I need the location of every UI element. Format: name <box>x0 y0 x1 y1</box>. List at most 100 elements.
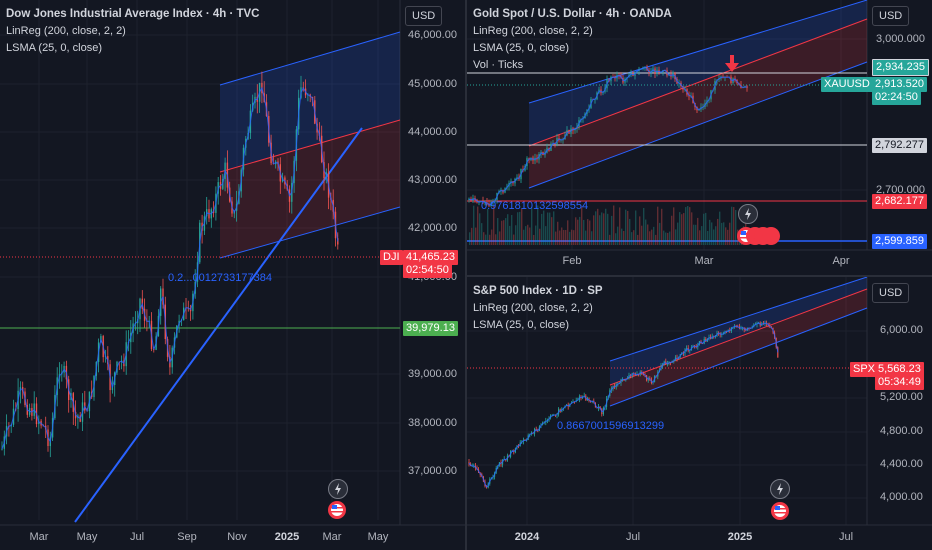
volume-bar <box>525 226 527 245</box>
volume-bar <box>733 207 735 245</box>
volume-bar <box>619 207 621 245</box>
dji-indicator-linreg[interactable]: LinReg (200, close, 2, 2) <box>6 25 126 37</box>
dji-currency-button[interactable]: USD <box>405 6 443 26</box>
spx-price-tick: 4,000.00 <box>880 491 923 503</box>
dji-price-tick: 42,000.00 <box>408 222 457 234</box>
dji-pearson-label: 0.2...0012733177384 <box>168 272 272 284</box>
volume-bar <box>635 210 637 245</box>
dji-symbol-badge[interactable]: DJI <box>380 250 403 265</box>
volume-bar <box>679 212 681 245</box>
gold-chart-canvas[interactable] <box>467 0 932 275</box>
gold-symbol-badge[interactable]: XAUUSD <box>821 77 873 92</box>
volume-bar <box>605 208 607 245</box>
gold-countdown-badge: 02:24:50 <box>872 90 921 105</box>
volume-bar <box>505 218 507 245</box>
volume-bar <box>535 225 537 245</box>
volume-bar <box>723 222 725 245</box>
dji-indicator-lsma[interactable]: LSMA (25, 0, close) <box>6 42 102 54</box>
volume-bar <box>523 229 525 245</box>
volume-bar <box>521 208 523 245</box>
spx-price-tick: 6,000.00 <box>880 324 923 336</box>
volume-bar <box>473 205 475 245</box>
lightning-icon[interactable] <box>328 479 348 499</box>
dji-chart-pane[interactable]: Dow Jones Industrial Average Index · 4h … <box>0 0 465 550</box>
dji-title[interactable]: Dow Jones Industrial Average Index · 4h … <box>6 8 260 20</box>
pane-divider-vertical[interactable] <box>465 0 467 550</box>
volume-bar <box>695 224 697 245</box>
gold-indicator-lsma[interactable]: LSMA (25, 0, close) <box>473 42 569 54</box>
dji-price-tick: 43,000.00 <box>408 174 457 186</box>
volume-bar <box>629 218 631 245</box>
gold-currency-button[interactable]: USD <box>872 6 910 26</box>
lightning-icon[interactable] <box>770 479 790 499</box>
channel-bottom-line <box>609 307 868 407</box>
gold-pearson-label: 0.9761810132598554 <box>481 200 589 212</box>
volume-bar <box>547 212 549 245</box>
volume-bar <box>553 211 555 245</box>
dji-level-price-badge: 39,979.13 <box>403 321 458 336</box>
dji-price-tick: 45,000.00 <box>408 78 457 90</box>
volume-bar <box>497 218 499 245</box>
volume-bar <box>595 211 597 245</box>
volume-bar <box>715 226 717 245</box>
channel-mid-line <box>609 288 868 386</box>
spx-time-tick: Jul <box>625 531 641 543</box>
spx-symbol-badge[interactable]: SPX <box>850 362 879 377</box>
spx-indicator-lsma[interactable]: LSMA (25, 0, close) <box>473 319 569 331</box>
volume-bar <box>659 222 661 245</box>
volume-bar <box>667 232 669 245</box>
gold-indicator-linreg[interactable]: LinReg (200, close, 2, 2) <box>473 25 593 37</box>
volume-bar <box>479 213 481 245</box>
volume-bar <box>621 228 623 245</box>
volume-bar <box>583 219 585 245</box>
spx-currency-button[interactable]: USD <box>872 283 910 303</box>
volume-bar <box>729 222 731 245</box>
dji-price-tick: 37,000.00 <box>408 465 457 477</box>
spx-title[interactable]: S&P 500 Index · 1D · SP <box>473 285 603 297</box>
dji-last-price-badge: 41,465.23 <box>403 250 458 265</box>
volume-bar <box>613 205 615 245</box>
spx-price-tick: 5,200.00 <box>880 391 923 403</box>
dji-chart-canvas[interactable] <box>0 0 465 550</box>
down-arrow-shaft <box>730 55 734 63</box>
channel-lower-fill <box>610 289 867 406</box>
spx-indicator-linreg[interactable]: LinReg (200, close, 2, 2) <box>473 302 593 314</box>
volume-bar <box>579 216 581 245</box>
us-flag-icon[interactable] <box>771 502 789 520</box>
volume-bar <box>571 229 573 245</box>
volume-bar <box>515 225 517 245</box>
lsma-line <box>468 322 779 488</box>
volume-bar <box>699 230 701 245</box>
us-flag-icon[interactable] <box>328 501 346 519</box>
volume-bar <box>717 218 719 245</box>
spx-chart-pane[interactable]: S&P 500 Index · 1D · SP LinReg (200, clo… <box>467 277 932 550</box>
channel-lower-fill <box>529 19 867 188</box>
lightning-icon[interactable] <box>738 204 758 224</box>
volume-bar <box>563 230 565 245</box>
gold-chart-pane[interactable]: Gold Spot / U.S. Dollar · 4h · OANDA Lin… <box>467 0 932 275</box>
volume-bar <box>549 212 551 245</box>
event-icon[interactable] <box>762 227 780 245</box>
volume-bar <box>637 234 639 245</box>
volume-bar <box>599 215 601 245</box>
dji-time-tick: Sep <box>177 531 197 543</box>
volume-bar <box>611 215 613 245</box>
volume-bar <box>687 205 689 245</box>
dji-time-tick: Mar <box>322 531 342 543</box>
trend-line <box>74 127 363 523</box>
gold-indicator-volume[interactable]: Vol · Ticks <box>473 59 524 71</box>
spx-price-tick: 4,400.00 <box>880 458 923 470</box>
volume-bar <box>639 216 641 245</box>
pane-divider-horizontal[interactable] <box>467 275 932 277</box>
volume-bar <box>603 213 605 245</box>
volume-bar <box>561 227 563 245</box>
volume-bar <box>493 205 495 245</box>
volume-bar <box>671 215 673 245</box>
volume-bar <box>669 231 671 245</box>
spx-chart-canvas[interactable] <box>467 277 932 550</box>
volume-bar <box>519 211 521 245</box>
volume-bar <box>643 207 645 245</box>
dji-time-tick: Mar <box>29 531 49 543</box>
volume-bar <box>689 207 691 245</box>
gold-title[interactable]: Gold Spot / U.S. Dollar · 4h · OANDA <box>473 8 672 20</box>
